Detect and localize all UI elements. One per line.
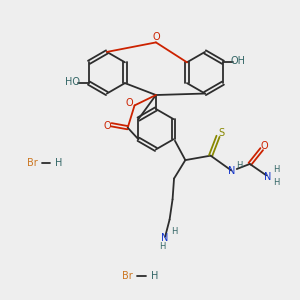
- Text: H: H: [273, 165, 280, 174]
- Text: Br: Br: [122, 271, 133, 281]
- Text: HO: HO: [65, 76, 80, 87]
- Text: H: H: [171, 227, 178, 236]
- Text: S: S: [218, 128, 225, 138]
- Text: Br: Br: [27, 158, 38, 168]
- Text: N: N: [264, 172, 272, 182]
- Text: O: O: [152, 32, 160, 42]
- Text: H: H: [151, 271, 158, 281]
- Text: H: H: [273, 178, 280, 187]
- Text: O: O: [261, 141, 268, 151]
- Text: OH: OH: [231, 56, 246, 66]
- Text: O: O: [103, 121, 111, 131]
- Text: H: H: [56, 158, 63, 168]
- Text: O: O: [125, 98, 133, 108]
- Text: H: H: [159, 242, 165, 251]
- Text: N: N: [161, 233, 169, 243]
- Text: N: N: [228, 166, 236, 176]
- Text: H: H: [236, 161, 243, 170]
